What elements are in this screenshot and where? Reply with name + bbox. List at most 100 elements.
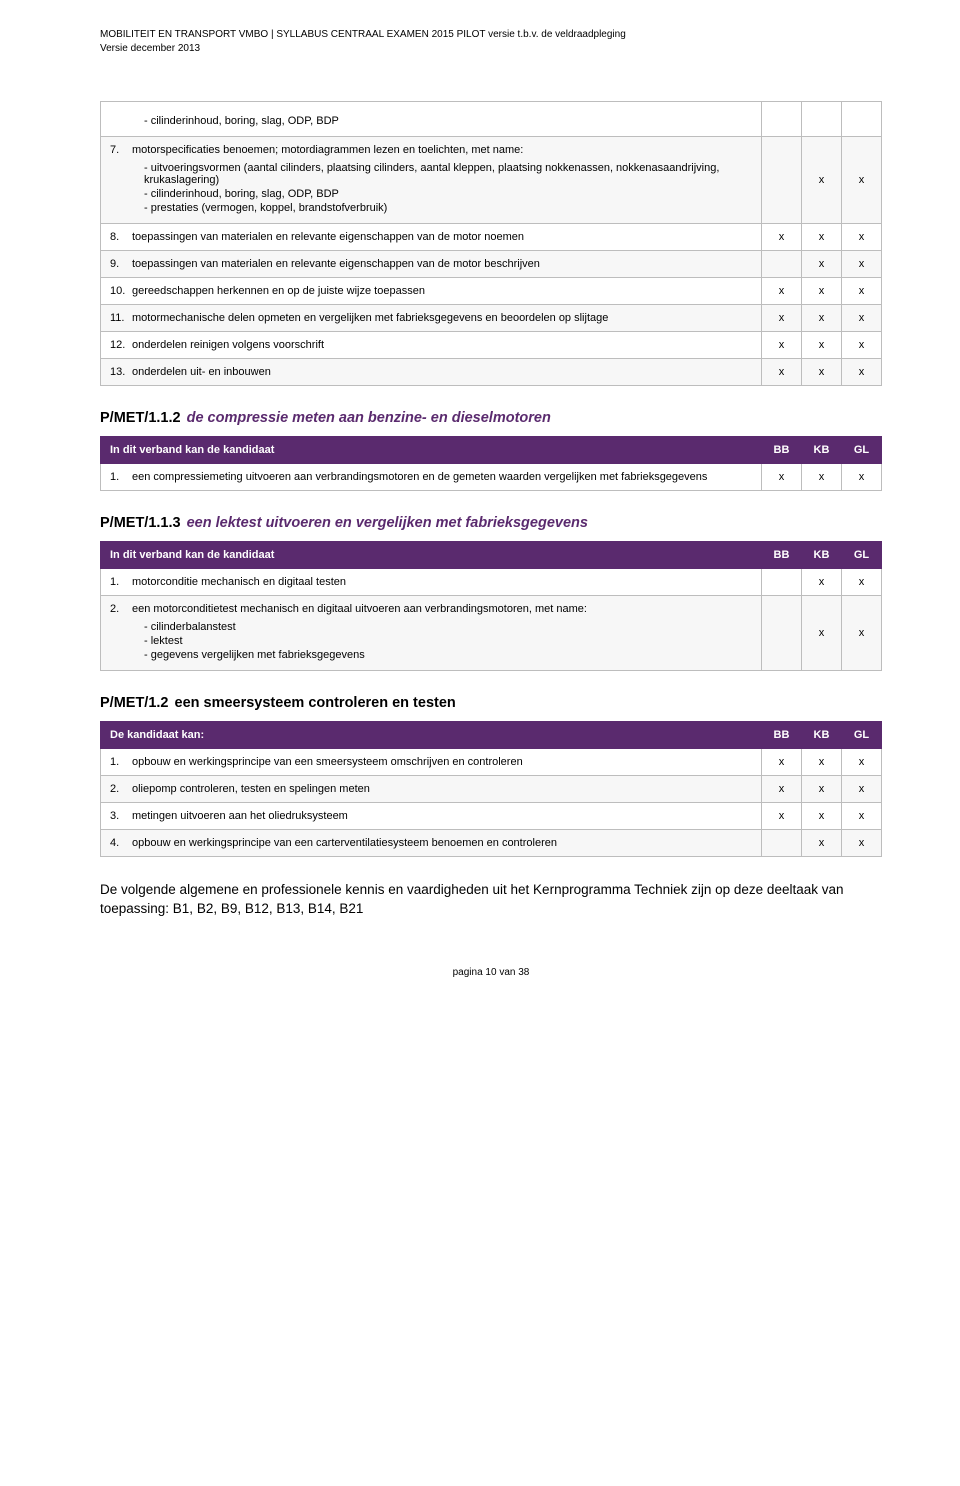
item-text: motorconditie mechanisch en digitaal tes…	[132, 576, 752, 588]
table-cell-text: 12.onderdelen reinigen volgens voorschri…	[101, 332, 762, 359]
list-item: uitvoeringsvormen (aantal cilinders, pla…	[144, 162, 752, 186]
table-row: 7.motorspecificaties benoemen; motordiag…	[101, 137, 882, 224]
mark-cell: x	[762, 332, 802, 359]
mark-cell: x	[842, 776, 882, 803]
table-row: 1.een compressiemeting uitvoeren aan ver…	[101, 464, 882, 491]
item-text: onderdelen reinigen volgens voorschrift	[132, 339, 752, 351]
list-item: lektest	[144, 635, 752, 647]
table-row: 2.oliepomp controleren, testen en spelin…	[101, 776, 882, 803]
item-text: een compressiemeting uitvoeren aan verbr…	[132, 471, 752, 483]
mark-cell: x	[762, 464, 802, 491]
table-cell-text: 7.motorspecificaties benoemen; motordiag…	[101, 137, 762, 224]
mark-cell: x	[802, 359, 842, 386]
mark-cell	[762, 102, 802, 137]
table-row: 4.opbouw en werkingsprincipe van een car…	[101, 830, 882, 857]
mark-cell: x	[842, 224, 882, 251]
item-number: 2.	[110, 603, 132, 663]
item-number: 13.	[110, 366, 132, 378]
list-item: prestaties (vermogen, koppel, brandstofv…	[144, 202, 752, 214]
section-title-112: P/MET/1.1.2 de compressie meten aan benz…	[100, 410, 882, 426]
table-row: cilinderinhoud, boring, slag, ODP, BDP	[101, 102, 882, 137]
mark-cell: x	[762, 305, 802, 332]
item-text: metingen uitvoeren aan het oliedruksyste…	[132, 810, 752, 822]
mark-cell: x	[842, 749, 882, 776]
item-number: 2.	[110, 783, 132, 795]
item-text: een motorconditietest mechanisch en digi…	[132, 603, 752, 615]
mark-cell: x	[802, 569, 842, 596]
col-gl: GL	[842, 542, 882, 569]
table-cell-text: 9.toepassingen van materialen en relevan…	[101, 251, 762, 278]
mark-cell: x	[842, 464, 882, 491]
item-number: 4.	[110, 837, 132, 849]
mark-cell	[762, 137, 802, 224]
table-cell-text: 1.een compressiemeting uitvoeren aan ver…	[101, 464, 762, 491]
col-gl: GL	[842, 722, 882, 749]
section-heading: de compressie meten aan benzine- en dies…	[187, 410, 551, 426]
list-item: cilinderbalanstest	[144, 621, 752, 633]
page-footer: pagina 10 van 38	[100, 967, 882, 978]
mark-cell	[762, 251, 802, 278]
item-text: onderdelen uit- en inbouwen	[132, 366, 752, 378]
table-cell-text: 8.toepassingen van materialen en relevan…	[101, 224, 762, 251]
header-line-1: MOBILITEIT EN TRANSPORT VMBO | SYLLABUS …	[100, 28, 882, 42]
table-cell-text: 13.onderdelen uit- en inbouwen	[101, 359, 762, 386]
col-bb: BB	[762, 542, 802, 569]
mark-cell: x	[842, 332, 882, 359]
list-item: gegevens vergelijken met fabrieksgegeven…	[144, 649, 752, 661]
mark-cell: x	[802, 278, 842, 305]
table-header-label: In dit verband kan de kandidaat	[101, 542, 762, 569]
item-number: 3.	[110, 810, 132, 822]
section-heading: een smeersysteem controleren en testen	[175, 695, 456, 711]
section-code: P/MET/1.2	[100, 695, 169, 711]
table-row: 8.toepassingen van materialen en relevan…	[101, 224, 882, 251]
table-header-label: In dit verband kan de kandidaat	[101, 437, 762, 464]
mark-cell: x	[842, 803, 882, 830]
table-cell-text: 4.opbouw en werkingsprincipe van een car…	[101, 830, 762, 857]
mark-cell: x	[802, 749, 842, 776]
item-text: toepassingen van materialen en relevante…	[132, 231, 752, 243]
mark-cell: x	[802, 776, 842, 803]
closing-paragraph: De volgende algemene en professionele ke…	[100, 881, 882, 919]
mark-cell: x	[762, 224, 802, 251]
mark-cell: x	[842, 359, 882, 386]
section-code: P/MET/1.1.3	[100, 515, 181, 531]
item-number: 12.	[110, 339, 132, 351]
item-text: gereedschappen herkennen en op de juiste…	[132, 285, 752, 297]
mark-cell: x	[802, 332, 842, 359]
table-112: In dit verband kan de kandidaat BB KB GL…	[100, 436, 882, 491]
mark-cell: x	[842, 830, 882, 857]
table-cell-text: 1.opbouw en werkingsprincipe van een sme…	[101, 749, 762, 776]
item-number: 1.	[110, 471, 132, 483]
mark-cell: x	[802, 137, 842, 224]
table-cell-text: 2.oliepomp controleren, testen en spelin…	[101, 776, 762, 803]
mark-cell: x	[842, 251, 882, 278]
list-item: cilinderinhoud, boring, slag, ODP, BDP	[144, 115, 752, 127]
mark-cell: x	[842, 305, 882, 332]
item-text: opbouw en werkingsprincipe van een smeer…	[132, 756, 752, 768]
mark-cell: x	[802, 803, 842, 830]
section-heading: een lektest uitvoeren en vergelijken met…	[187, 515, 588, 531]
item-number: 1.	[110, 576, 132, 588]
item-text: opbouw en werkingsprincipe van een carte…	[132, 837, 752, 849]
mark-cell: x	[762, 278, 802, 305]
mark-cell: x	[842, 596, 882, 671]
col-bb: BB	[762, 722, 802, 749]
mark-cell: x	[802, 305, 842, 332]
mark-cell: x	[842, 137, 882, 224]
item-number: 11.	[110, 312, 132, 324]
table-row: 3.metingen uitvoeren aan het oliedruksys…	[101, 803, 882, 830]
mark-cell	[762, 830, 802, 857]
mark-cell	[762, 596, 802, 671]
table-row: 10.gereedschappen herkennen en op de jui…	[101, 278, 882, 305]
mark-cell	[762, 569, 802, 596]
section-title-113: P/MET/1.1.3 een lektest uitvoeren en ver…	[100, 515, 882, 531]
mark-cell: x	[802, 464, 842, 491]
mark-cell: x	[802, 224, 842, 251]
table-cell-text: 10.gereedschappen herkennen en op de jui…	[101, 278, 762, 305]
table-row: 13.onderdelen uit- en inbouwenxxx	[101, 359, 882, 386]
table-row: 1.motorconditie mechanisch en digitaal t…	[101, 569, 882, 596]
item-number: 8.	[110, 231, 132, 243]
mark-cell: x	[802, 596, 842, 671]
section-code: P/MET/1.1.2	[100, 410, 181, 426]
item-text: oliepomp controleren, testen en spelinge…	[132, 783, 752, 795]
